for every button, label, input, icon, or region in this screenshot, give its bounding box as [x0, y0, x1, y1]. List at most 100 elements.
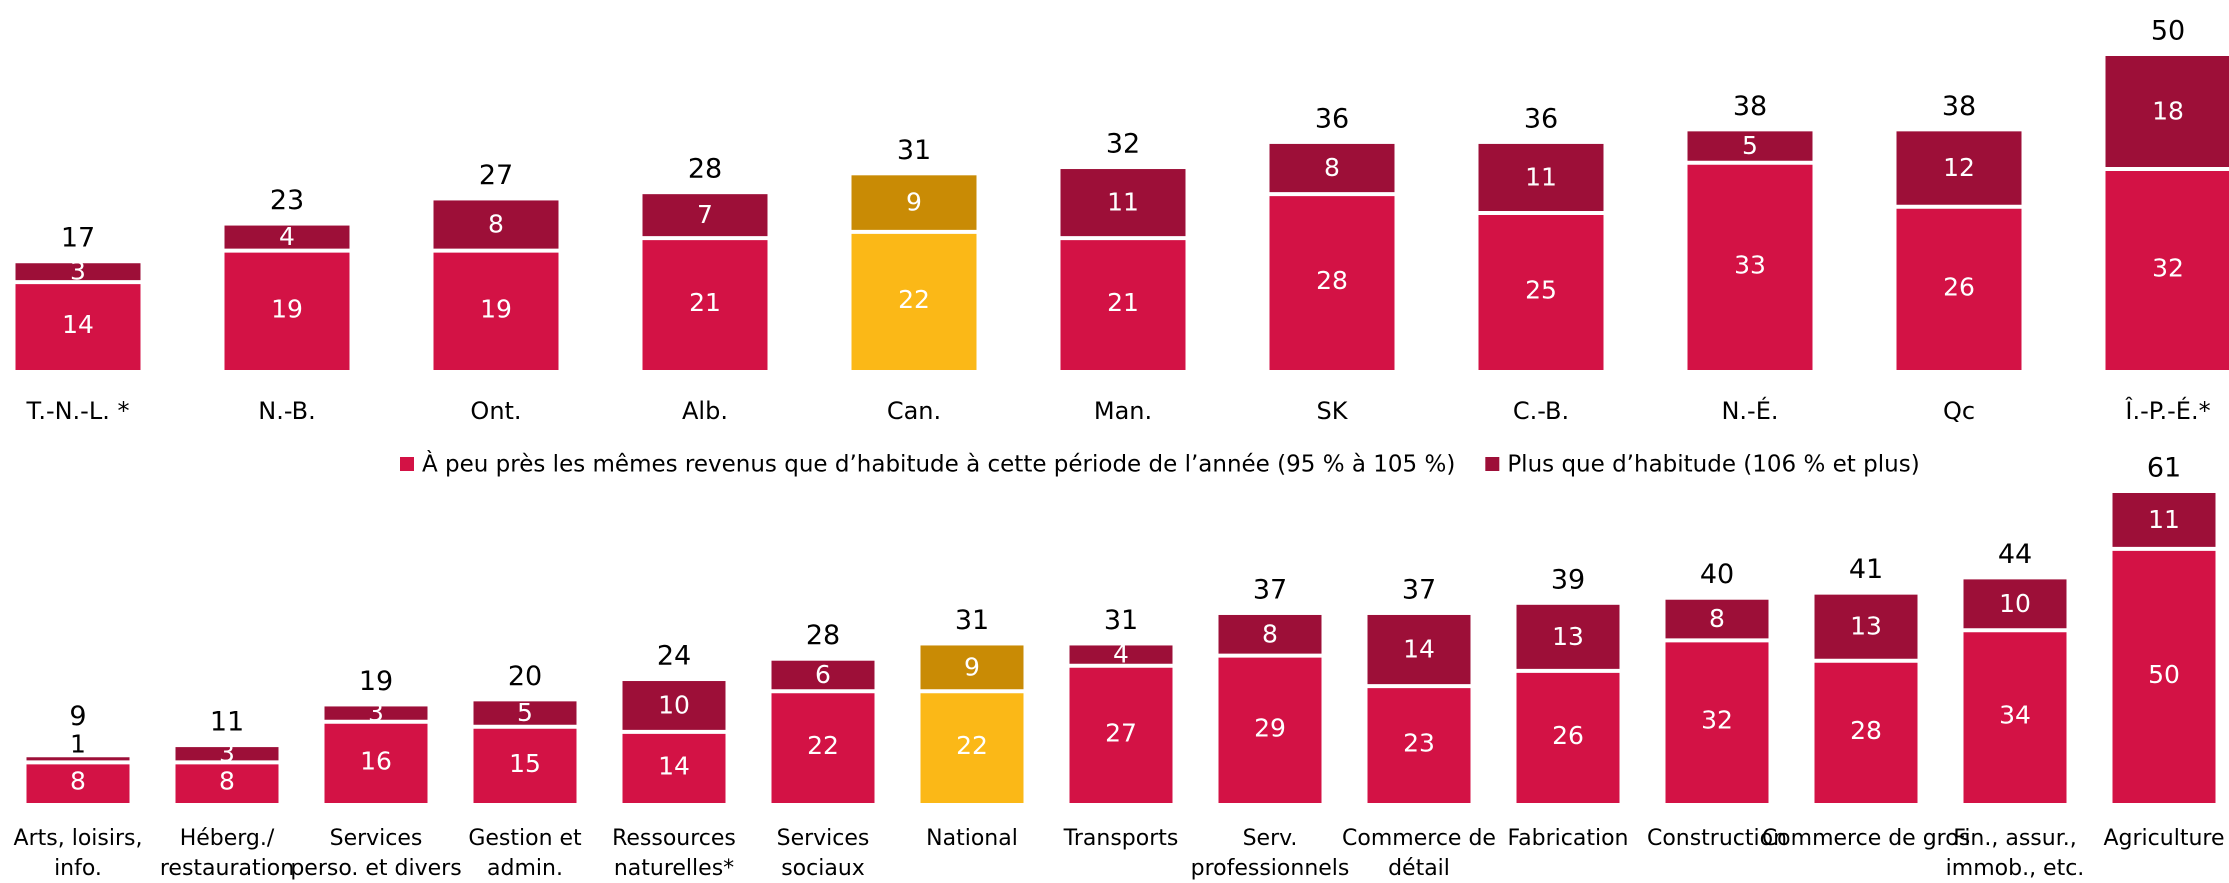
bar-segment [473, 701, 577, 727]
bar-segment [1896, 131, 2022, 207]
bar-segment [1367, 614, 1471, 687]
bar-segment [26, 757, 130, 763]
total-label: 31 [1104, 605, 1138, 636]
bar-segment [1896, 206, 2022, 370]
segment-label: 29 [1254, 713, 1286, 742]
total-label: 11 [210, 707, 244, 738]
bar-segment [1069, 665, 1173, 803]
legend-swatch [400, 457, 414, 471]
total-label: 24 [657, 641, 691, 672]
bar-segment [433, 200, 559, 251]
x-tick-label: SK [1317, 397, 1349, 425]
bar-segment [473, 726, 577, 803]
x-tick-label: Agriculture [2104, 826, 2225, 851]
bar-segment [1963, 630, 2067, 803]
total-label: 31 [955, 605, 989, 636]
bar-segment [26, 762, 130, 803]
bar-segment [1963, 579, 2067, 631]
bar-segment [2105, 56, 2229, 170]
x-tick-label: Gestion et admin. [468, 826, 582, 881]
bar-segment [1478, 143, 1604, 213]
total-label: 28 [806, 620, 840, 651]
segment-label: 14 [62, 310, 94, 339]
segment-label: 19 [271, 294, 303, 323]
x-tick-label: Services sociaux [777, 826, 870, 881]
segment-label: 33 [1734, 250, 1766, 279]
x-tick-label: National [926, 826, 1018, 851]
segment-label: 26 [1943, 272, 1975, 301]
bar-segment [2105, 169, 2229, 370]
x-tick-label: T.-N.-L. * [26, 397, 130, 425]
total-label: 9 [69, 701, 86, 732]
total-label: 61 [2147, 453, 2181, 484]
segment-label: 18 [2152, 97, 2184, 126]
total-label: 36 [1315, 103, 1349, 134]
bar-segment [1814, 594, 1918, 661]
total-label: 44 [1998, 539, 2032, 570]
x-tick-label: Qc [1943, 397, 1975, 425]
segment-label: 3 [368, 698, 384, 727]
bar-segment [1478, 213, 1604, 370]
total-label: 23 [270, 185, 304, 216]
bar-segment [1367, 686, 1471, 803]
bar-segment [1687, 131, 1813, 163]
segment-label: 25 [1525, 276, 1557, 305]
bar-segment [224, 250, 350, 370]
bar-segment [15, 282, 141, 370]
segment-label: 28 [1850, 716, 1882, 745]
segment-label: 9 [964, 652, 980, 681]
segment-label: 6 [815, 660, 831, 689]
bar-segment [2112, 548, 2216, 803]
bar-segment [175, 747, 279, 763]
bar-segment [2112, 493, 2216, 549]
x-tick-label: Man. [1094, 397, 1152, 425]
segment-label: 14 [658, 751, 690, 780]
segment-label: 1 [70, 729, 86, 758]
bar-segment [920, 691, 1024, 803]
segment-label: 8 [70, 767, 86, 796]
segment-label: 23 [1403, 729, 1435, 758]
bar-segment [771, 660, 875, 692]
bar-segment [324, 721, 428, 803]
bar-segment [771, 691, 875, 803]
total-label: 50 [2151, 16, 2185, 47]
x-tick-label: Fabrication [1508, 826, 1629, 851]
bar-segment [642, 238, 768, 370]
x-tick-label: Commerce de gros [1762, 826, 1970, 851]
total-label: 41 [1849, 554, 1883, 585]
segment-label: 50 [2148, 660, 2180, 689]
x-tick-label: Alb. [682, 397, 728, 425]
x-tick-label: Î.-P.-É.* [2124, 396, 2210, 425]
x-tick-label: Ont. [470, 397, 521, 425]
bar-segment [851, 175, 977, 232]
x-tick-label: Can. [887, 397, 941, 425]
segment-label: 11 [2148, 505, 2180, 534]
segment-label: 26 [1552, 721, 1584, 750]
total-label: 32 [1106, 129, 1140, 160]
total-label: 20 [508, 661, 542, 692]
bar-segment [15, 263, 141, 283]
bar-segment [175, 762, 279, 803]
segment-label: 11 [1107, 188, 1139, 217]
segment-label: 4 [279, 222, 295, 251]
x-tick-label: Transports [1063, 826, 1179, 851]
bar-segment [1060, 238, 1186, 370]
x-tick-label: Commerce de détail [1342, 826, 1496, 881]
bar-segment [1060, 169, 1186, 239]
segment-label: 32 [1701, 706, 1733, 735]
x-tick-label: Services perso. et divers [290, 826, 461, 881]
segment-label: 19 [480, 294, 512, 323]
bar-segment [1516, 670, 1620, 803]
bar-segment [622, 681, 726, 732]
segment-label: 8 [488, 210, 504, 239]
total-label: 31 [897, 135, 931, 166]
total-label: 40 [1700, 559, 1734, 590]
bar-segment [1814, 660, 1918, 803]
bar-segment [1269, 194, 1395, 370]
x-tick-label: Arts, loisirs, info. [14, 826, 143, 881]
bar-segment [851, 231, 977, 370]
segment-label: 5 [1742, 131, 1758, 160]
x-tick-label: Serv. professionnels [1191, 826, 1350, 881]
